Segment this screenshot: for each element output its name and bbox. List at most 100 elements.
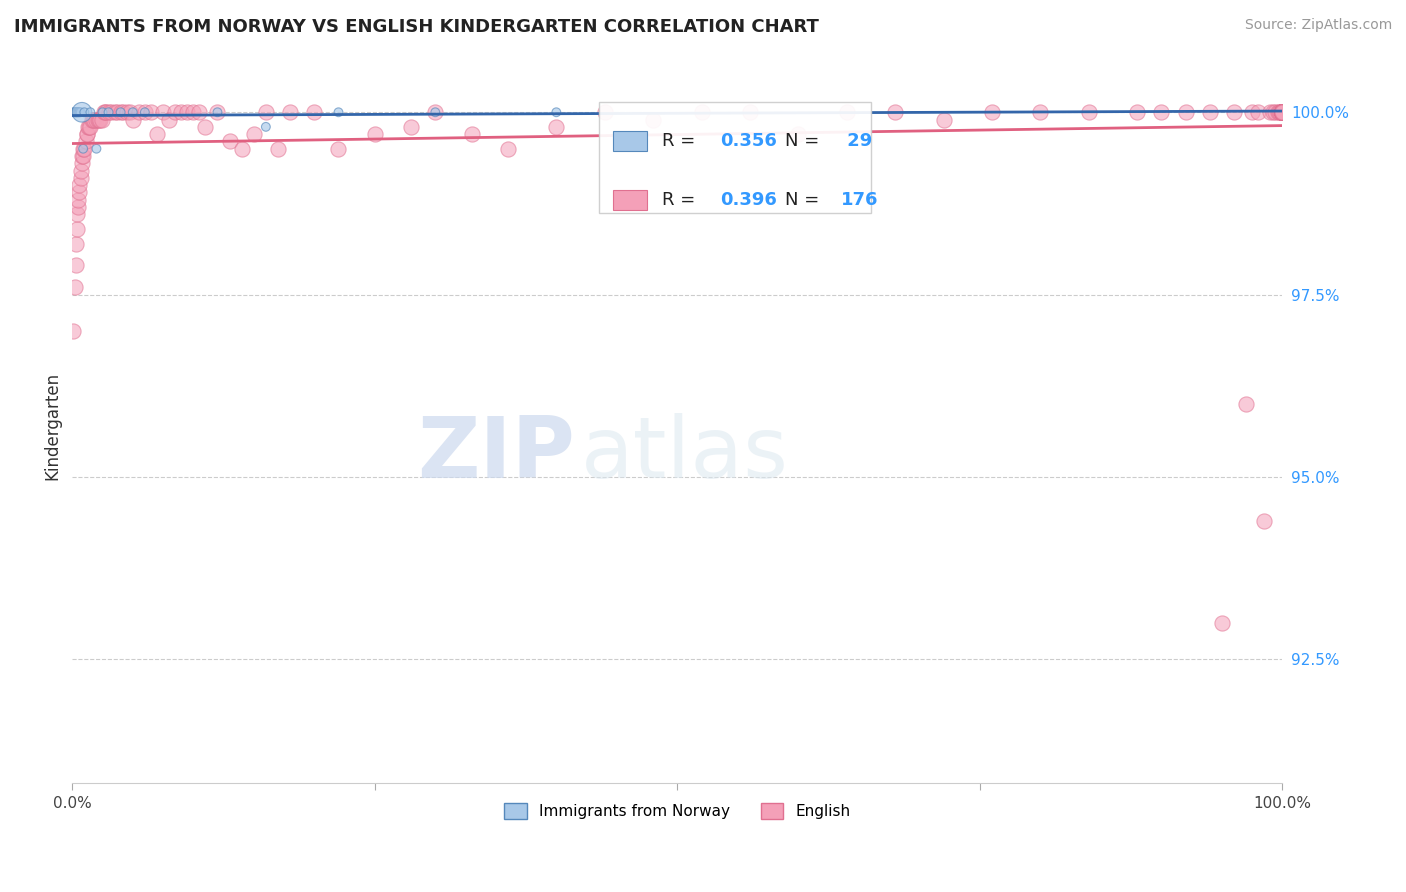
Point <box>121 112 143 127</box>
Point <box>70 156 93 170</box>
Point <box>87 112 110 127</box>
Point <box>72 142 94 156</box>
Point <box>328 105 350 120</box>
Y-axis label: Kindergarten: Kindergarten <box>44 372 60 480</box>
Point <box>884 105 907 120</box>
Point <box>1271 105 1294 120</box>
Point <box>1271 105 1294 120</box>
Point <box>72 149 94 163</box>
Point <box>1126 105 1149 120</box>
Point <box>65 105 87 120</box>
Point <box>79 120 101 134</box>
Point <box>231 142 253 156</box>
Point <box>1271 105 1294 120</box>
Point <box>690 105 713 120</box>
Point <box>1029 105 1052 120</box>
Point <box>1077 105 1099 120</box>
Point <box>1271 105 1294 120</box>
Point <box>546 105 568 120</box>
Point <box>1271 105 1294 120</box>
Point <box>1268 105 1291 120</box>
Point <box>593 105 616 120</box>
Point <box>1271 105 1294 120</box>
Point <box>460 127 482 141</box>
Point <box>65 105 87 120</box>
Point <box>1271 105 1294 120</box>
Point <box>1271 105 1294 120</box>
Point <box>79 105 101 120</box>
Point <box>66 105 89 120</box>
Point <box>86 142 108 156</box>
Point <box>1271 105 1294 120</box>
Point <box>1271 105 1294 120</box>
Point <box>1271 105 1294 120</box>
Point <box>69 170 91 185</box>
Point <box>69 186 91 200</box>
Point <box>70 149 93 163</box>
Point <box>1264 105 1286 120</box>
Point <box>97 105 120 120</box>
Point <box>1271 105 1294 120</box>
Point <box>63 105 86 120</box>
Point <box>1271 105 1294 120</box>
Point <box>120 105 142 120</box>
Point <box>1267 105 1289 120</box>
Point <box>254 120 277 134</box>
Point <box>1253 514 1275 528</box>
Point <box>1247 105 1270 120</box>
Point <box>1271 105 1294 120</box>
Text: IMMIGRANTS FROM NORWAY VS ENGLISH KINDERGARTEN CORRELATION CHART: IMMIGRANTS FROM NORWAY VS ENGLISH KINDER… <box>14 18 818 36</box>
Point <box>254 105 277 120</box>
Point <box>104 105 127 120</box>
Point <box>73 105 96 120</box>
Point <box>1271 105 1294 120</box>
Point <box>218 135 240 149</box>
Point <box>304 105 326 120</box>
Point <box>134 105 156 120</box>
Point <box>1271 105 1294 120</box>
Point <box>76 127 98 141</box>
Point <box>69 163 91 178</box>
Point <box>77 120 100 134</box>
Point <box>67 193 90 207</box>
Point <box>181 105 204 120</box>
Point <box>67 200 90 214</box>
Point <box>66 222 89 236</box>
Point <box>1268 105 1291 120</box>
Point <box>738 105 761 120</box>
Point <box>1271 105 1294 120</box>
Point <box>112 105 135 120</box>
Point <box>72 142 94 156</box>
Point <box>65 105 87 120</box>
Point <box>100 105 122 120</box>
Point <box>121 105 143 120</box>
Point <box>83 112 105 127</box>
Point <box>67 105 90 120</box>
Point <box>1271 105 1294 120</box>
Point <box>89 112 111 127</box>
Point <box>1223 105 1246 120</box>
Point <box>1271 105 1294 120</box>
Point <box>62 105 84 120</box>
Point <box>170 105 193 120</box>
Point <box>139 105 162 120</box>
Point <box>207 105 229 120</box>
Point <box>1271 105 1294 120</box>
Point <box>176 105 198 120</box>
Point <box>66 207 89 221</box>
Point <box>1271 105 1294 120</box>
Point <box>134 105 156 120</box>
Point <box>69 178 91 193</box>
Point <box>1271 105 1294 120</box>
Point <box>165 105 187 120</box>
Text: ZIP: ZIP <box>416 413 575 496</box>
Text: Source: ZipAtlas.com: Source: ZipAtlas.com <box>1244 18 1392 32</box>
Point <box>1271 105 1294 120</box>
Point <box>1271 105 1294 120</box>
Point <box>80 112 103 127</box>
Point <box>1261 105 1284 120</box>
Point <box>496 142 519 156</box>
Point <box>66 105 89 120</box>
Point <box>1260 105 1282 120</box>
Point <box>110 105 132 120</box>
